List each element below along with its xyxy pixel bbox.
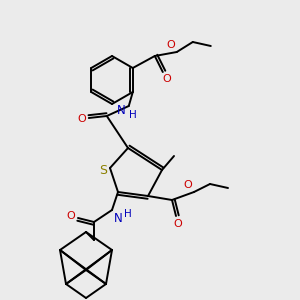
Text: H: H: [124, 209, 132, 219]
Text: S: S: [99, 164, 107, 176]
Text: N: N: [116, 104, 125, 118]
Text: O: O: [167, 40, 175, 50]
Text: N: N: [114, 212, 122, 224]
Text: O: O: [184, 180, 192, 190]
Text: O: O: [67, 211, 75, 221]
Text: O: O: [162, 74, 171, 84]
Text: O: O: [77, 114, 86, 124]
Text: O: O: [174, 219, 182, 229]
Text: H: H: [129, 110, 137, 120]
